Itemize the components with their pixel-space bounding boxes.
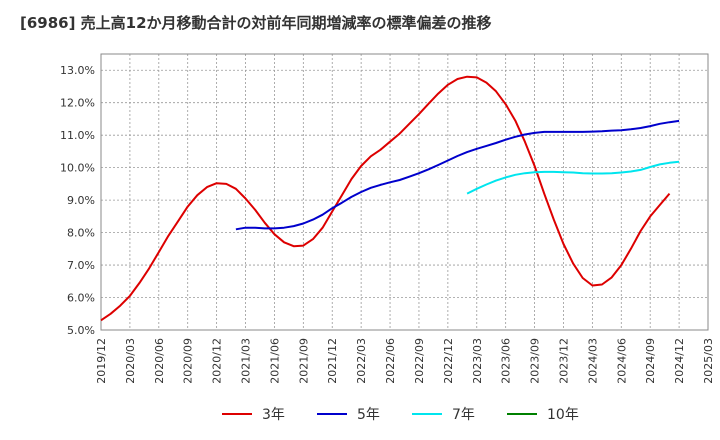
x-tick-label: 2020/06 (153, 338, 166, 384)
y-tick-label: 6.0% (67, 292, 95, 305)
y-tick-label: 8.0% (67, 227, 95, 240)
x-tick-label: 2022/06 (384, 338, 397, 384)
series-layer (100, 75, 680, 322)
plot-frame (100, 53, 709, 331)
x-tick-label: 2020/12 (211, 338, 224, 384)
x-tick-label: 2022/03 (355, 338, 368, 384)
legend: 3年 5年 7年 10年 (222, 407, 579, 423)
x-tick-labels: 2019/12 2020/03 2020/06 2020/09 2020/12 2021/… (95, 338, 715, 384)
x-tick-label: 2024/06 (615, 338, 628, 384)
series-line-1 (235, 119, 680, 231)
x-tick-label: 2022/12 (442, 338, 455, 384)
x-tick-label: 2023/12 (557, 338, 570, 384)
x-tick-label: 2023/09 (529, 338, 542, 384)
y-tick-label: 7.0% (67, 259, 95, 272)
legend-label-1: 5年 (357, 407, 380, 423)
x-tick-label: 2019/12 (95, 338, 108, 384)
x-tick-label: 2024/03 (586, 338, 599, 384)
chart-title: [6986] 売上高12か月移動合計の対前年同期増減率の標準偏差の推移 (20, 14, 492, 32)
x-tick-label: 2021/12 (326, 338, 339, 384)
x-tick-label: 2021/09 (297, 338, 310, 384)
series-line-2 (466, 160, 680, 195)
y-tick-label: 13.0% (60, 64, 95, 77)
series-line-0 (100, 75, 671, 322)
y-tick-label: 10.0% (60, 162, 95, 175)
x-tick-label: 2024/12 (673, 338, 686, 384)
x-tick-label: 2021/03 (240, 338, 253, 384)
y-tick-label: 12.0% (60, 97, 95, 110)
grid-layer (100, 54, 709, 331)
x-tick-label: 2022/09 (413, 338, 426, 384)
x-tick-label: 2023/03 (471, 338, 484, 384)
y-tick-label: 5.0% (67, 324, 95, 337)
y-tick-label: 9.0% (67, 194, 95, 207)
x-tick-label: 2020/09 (182, 338, 195, 384)
y-tick-label: 11.0% (60, 129, 95, 142)
x-tick-label: 2025/03 (702, 338, 715, 384)
x-tick-label: 2024/09 (644, 338, 657, 384)
legend-label-0: 3年 (262, 407, 285, 423)
y-tick-labels: 5.0% 6.0% 7.0% 8.0% 9.0% 10.0% 11.0% 12.0% 13.0% (60, 64, 95, 337)
legend-label-2: 7年 (452, 407, 475, 423)
legend-label-3: 10年 (547, 407, 579, 423)
x-tick-label: 2021/06 (268, 338, 281, 384)
x-tick-label: 2023/06 (500, 338, 513, 384)
x-tick-label: 2020/03 (124, 338, 137, 384)
